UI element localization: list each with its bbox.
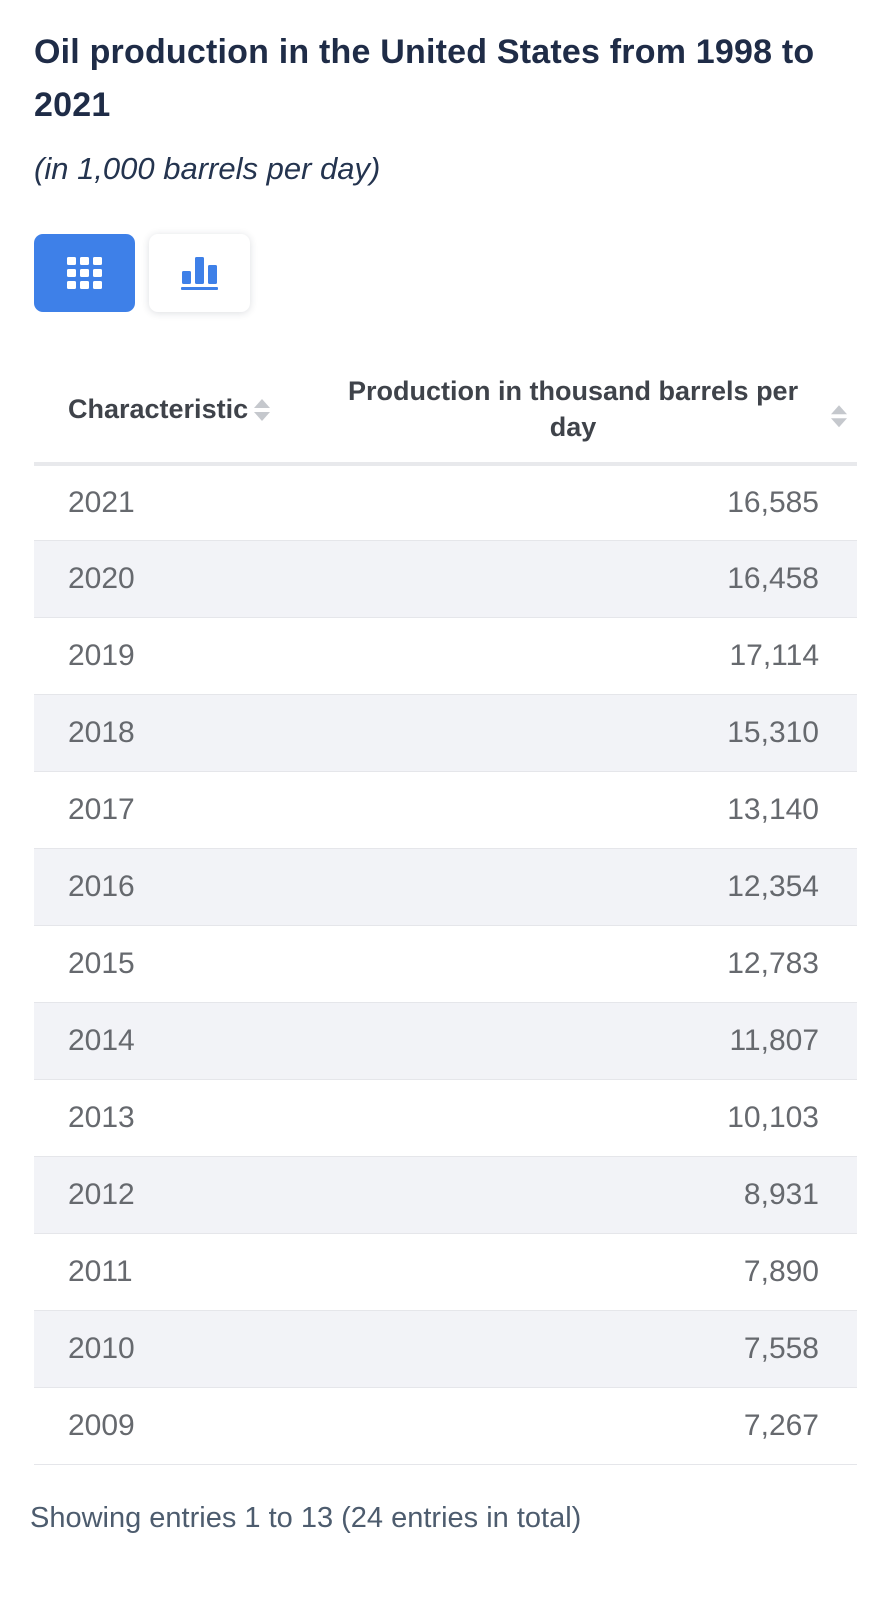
sort-icon[interactable]	[254, 399, 271, 421]
table-view-button[interactable]	[34, 234, 135, 313]
row-value-cell: 11,807	[289, 1002, 857, 1081]
table-row: 2015 12,783	[34, 925, 857, 1004]
table-row: 2013 10,103	[34, 1079, 857, 1158]
table-row: 2009 7,267	[34, 1387, 857, 1466]
row-value-cell: 12,354	[289, 848, 857, 927]
row-characteristic-cell: 2012	[34, 1156, 290, 1235]
row-characteristic-cell: 2011	[34, 1233, 290, 1312]
page-title: Oil production in the United States from…	[34, 33, 815, 124]
view-toggle	[34, 234, 857, 313]
row-characteristic-cell: 2021	[34, 463, 290, 542]
sort-icon[interactable]	[831, 405, 847, 428]
column-header-characteristic-label: Characteristic	[68, 394, 249, 425]
row-value-cell: 7,890	[289, 1233, 857, 1312]
column-header-production[interactable]: Production in thousand barrels per day	[289, 374, 857, 466]
row-characteristic-cell: 2017	[34, 771, 290, 850]
data-table: Characteristic Production in thousand ba…	[34, 374, 857, 1466]
row-characteristic-cell: 2013	[34, 1079, 290, 1158]
bar-chart-icon	[181, 256, 218, 290]
table-row: 2011 7,890	[34, 1233, 857, 1312]
table-row: 2017 13,140	[34, 771, 857, 850]
row-value-cell: 15,310	[289, 694, 857, 773]
chart-view-button[interactable]	[149, 234, 250, 313]
row-value-cell: 13,140	[289, 771, 857, 850]
row-characteristic-cell: 2018	[34, 694, 290, 773]
row-value-cell: 12,783	[289, 925, 857, 1004]
row-characteristic-cell: 2014	[34, 1002, 290, 1081]
table-row: 2010 7,558	[34, 1310, 857, 1389]
column-header-characteristic[interactable]: Characteristic	[34, 374, 290, 466]
statistic-page: Oil production in the United States from…	[30, 33, 857, 1535]
row-value-cell: 7,558	[289, 1310, 857, 1389]
entries-summary: Showing entries 1 to 13 (24 entries in t…	[30, 1502, 582, 1535]
table-row: 2021 16,585	[34, 463, 857, 542]
row-value-cell: 16,585	[289, 463, 857, 542]
row-characteristic-cell: 2015	[34, 925, 290, 1004]
row-characteristic-cell: 2019	[34, 617, 290, 696]
row-characteristic-cell: 2016	[34, 848, 290, 927]
column-header-production-label: Production in thousand barrels per day	[348, 376, 799, 442]
row-value-cell: 17,114	[289, 617, 857, 696]
row-value-cell: 16,458	[289, 540, 857, 619]
table-row: 2019 17,114	[34, 617, 857, 696]
table-row: 2018 15,310	[34, 694, 857, 773]
table-row: 2012 8,931	[34, 1156, 857, 1235]
page-subtitle: (in 1,000 barrels per day)	[34, 151, 381, 187]
table-header-row: Characteristic Production in thousand ba…	[34, 374, 857, 466]
row-value-cell: 7,267	[289, 1387, 857, 1466]
row-characteristic-cell: 2020	[34, 540, 290, 619]
table-body: 2021 16,585 2020 16,458 2019 17,114 2018 15,310…	[34, 463, 857, 1466]
table-row: 2020 16,458	[34, 540, 857, 619]
table-row: 2016 12,354	[34, 848, 857, 927]
table-grid-icon	[67, 257, 102, 290]
row-characteristic-cell: 2009	[34, 1387, 290, 1466]
table-row: 2014 11,807	[34, 1002, 857, 1081]
row-value-cell: 8,931	[289, 1156, 857, 1235]
row-characteristic-cell: 2010	[34, 1310, 290, 1389]
row-value-cell: 10,103	[289, 1079, 857, 1158]
